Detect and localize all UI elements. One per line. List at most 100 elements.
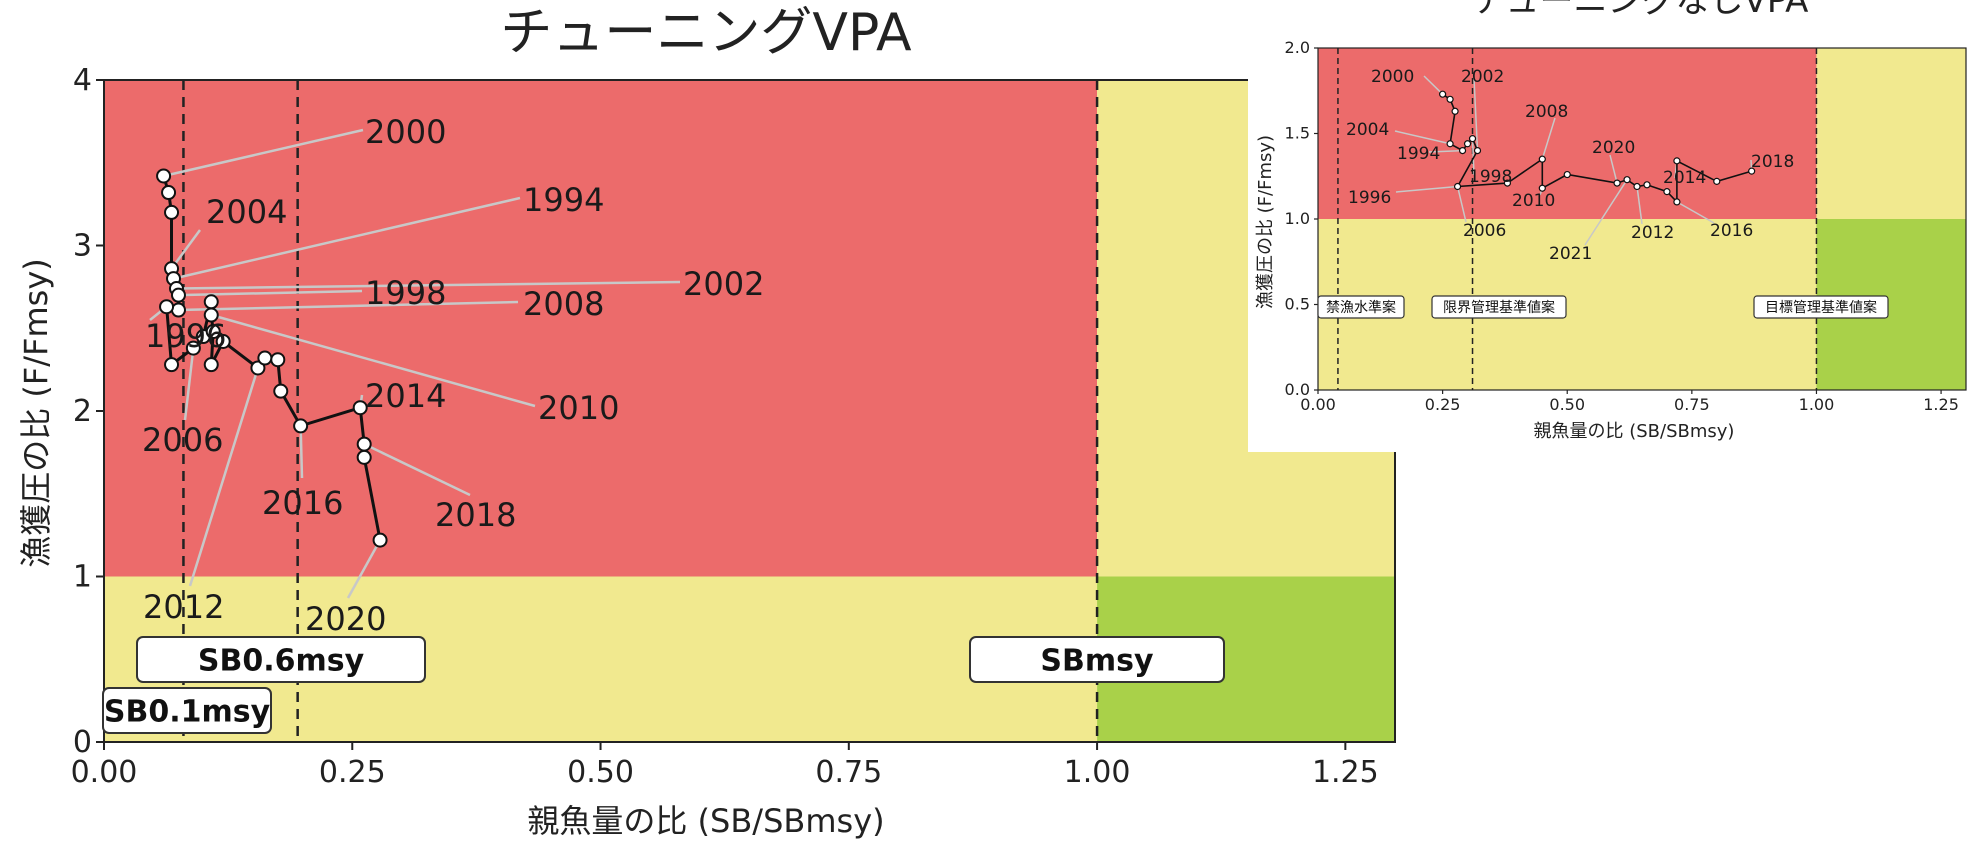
- data-point: [1458, 147, 1467, 155]
- year-label: 2014: [365, 377, 446, 415]
- data-point: [356, 436, 372, 452]
- data-point: [1673, 198, 1681, 206]
- leader-line-4: [176, 280, 681, 290]
- main-reference-lines: [182, 80, 1099, 742]
- zone-yellow-upper-right: [1816, 48, 1966, 219]
- data-point: [203, 294, 219, 310]
- zone-red: [104, 80, 1098, 577]
- year-label: 2018: [1751, 152, 1794, 172]
- data-point: [1613, 179, 1621, 187]
- y-tick-label: 0.0: [1285, 380, 1310, 399]
- data-point: [203, 307, 219, 323]
- x-tick-label: 0.50: [1549, 395, 1585, 414]
- leader-line-0: [163, 128, 364, 178]
- data-point: [257, 350, 273, 366]
- year-label: 1994: [1397, 144, 1440, 164]
- inset-axes: 0.00 0.25 0.50 0.75 1.00 1.25 0.0 0.5 1.0 1.5 2.0: [1285, 38, 1967, 414]
- main-y-axis-label: 漁獲圧の比 (F/Fmsy): [17, 258, 55, 568]
- main-label-leaders: [149, 128, 681, 599]
- year-label: 2021: [1549, 244, 1592, 264]
- x-tick-label: 0.75: [815, 755, 882, 790]
- data-point: [1473, 147, 1482, 155]
- data-point: [203, 357, 219, 373]
- y-tick-label: 0: [73, 725, 92, 760]
- y-tick-label: 2: [73, 394, 92, 429]
- data-point: [1538, 184, 1546, 192]
- main-reference-boxes: SB0.1msy SB0.6msy SBmsy: [102, 636, 1225, 734]
- main-x-axis-label: 親魚量の比 (SB/SBmsy): [527, 802, 884, 840]
- data-point: [1643, 181, 1651, 189]
- data-point: [164, 204, 180, 220]
- data-point: [1748, 167, 1756, 175]
- x-tick-label: 0.75: [1674, 395, 1710, 414]
- data-point: [293, 418, 309, 434]
- year-label: 2020: [1592, 138, 1635, 158]
- year-label: 2006: [1463, 221, 1506, 241]
- year-label: 1996: [1348, 188, 1391, 208]
- leader-line-2: [1394, 130, 1451, 145]
- year-label: 2002: [683, 265, 764, 303]
- y-tick-label: 1.5: [1285, 124, 1310, 143]
- y-tick-label: 4: [73, 63, 92, 98]
- data-point: [270, 352, 286, 368]
- data-point: [1446, 95, 1454, 103]
- y-tick-label: 3: [73, 229, 92, 264]
- data-point: [1453, 182, 1462, 191]
- x-tick-label: 1.25: [1312, 755, 1379, 790]
- data-point: [1623, 176, 1631, 184]
- data-point: [164, 357, 180, 373]
- year-label: 2016: [1710, 221, 1753, 241]
- main-year-labels: 2000 1994 2004 1998 2002 2008 1996 2014 2010 2006…: [142, 113, 764, 638]
- leader-line-1: [1473, 77, 1479, 151]
- leader-line-5: [178, 300, 519, 312]
- data-point: [156, 168, 172, 184]
- leader-line-11: [363, 442, 471, 497]
- y-tick-label: 1: [73, 560, 92, 595]
- inset-year-labels: 2000 2002 2004 1994 2008 1998 1996 2020 2014 2018…: [1346, 67, 1794, 264]
- data-point: [273, 383, 289, 399]
- x-tick-label: 0.25: [1425, 395, 1461, 414]
- reference-box: [1753, 295, 1889, 319]
- year-label: 2006: [142, 421, 223, 459]
- x-tick-label: 1.25: [1923, 395, 1959, 414]
- leader-line-2: [170, 229, 202, 270]
- leader-line-13: [1676, 201, 1715, 224]
- data-point: [205, 324, 221, 340]
- y-tick-label: 0.5: [1285, 295, 1310, 314]
- data-point: [356, 449, 372, 465]
- zone-red: [1318, 48, 1817, 219]
- main-axes: 0.00 0.25 0.50 0.75 1.00 1.25 0 1 2 3 4: [71, 63, 1396, 790]
- data-point: [1538, 155, 1546, 163]
- leader-line-3: [1428, 149, 1463, 153]
- y-tick-label: 1.0: [1285, 209, 1310, 228]
- data-point: [1713, 177, 1721, 185]
- main-trajectory: [156, 168, 388, 548]
- x-tick-label: 0.25: [319, 755, 386, 790]
- data-point: [1451, 107, 1459, 115]
- leader-line-6: [1395, 185, 1458, 193]
- year-label: 1994: [523, 181, 604, 219]
- data-point: [1563, 170, 1571, 179]
- data-point: [1439, 90, 1447, 98]
- year-label: 1998: [365, 274, 446, 312]
- reference-box-label: 禁漁水準案: [1326, 299, 1396, 316]
- year-label: 2000: [1371, 67, 1414, 87]
- year-label: 2010: [1512, 191, 1555, 211]
- data-point: [250, 360, 266, 376]
- year-label: 2018: [435, 496, 516, 534]
- leader-line-0: [1423, 75, 1444, 95]
- inset-trajectory: [1439, 90, 1756, 206]
- year-label: 2004: [1346, 120, 1389, 140]
- year-label: 2016: [262, 484, 343, 522]
- main-kobe-chart: チューニングVPA 0.00 0.25 0.50 0.75 1.00 1.2501234 …: [17, 3, 1396, 840]
- data-point: [352, 400, 368, 416]
- data-point: [215, 333, 231, 349]
- data-point: [161, 185, 177, 201]
- inset-reference-lines: [1337, 48, 1818, 390]
- year-label: 1996: [145, 317, 226, 355]
- year-label: 2012: [1631, 223, 1674, 243]
- reference-box: [1431, 295, 1567, 319]
- inset-zone-backgrounds: [1318, 48, 1966, 390]
- leader-line-12: [1636, 186, 1643, 225]
